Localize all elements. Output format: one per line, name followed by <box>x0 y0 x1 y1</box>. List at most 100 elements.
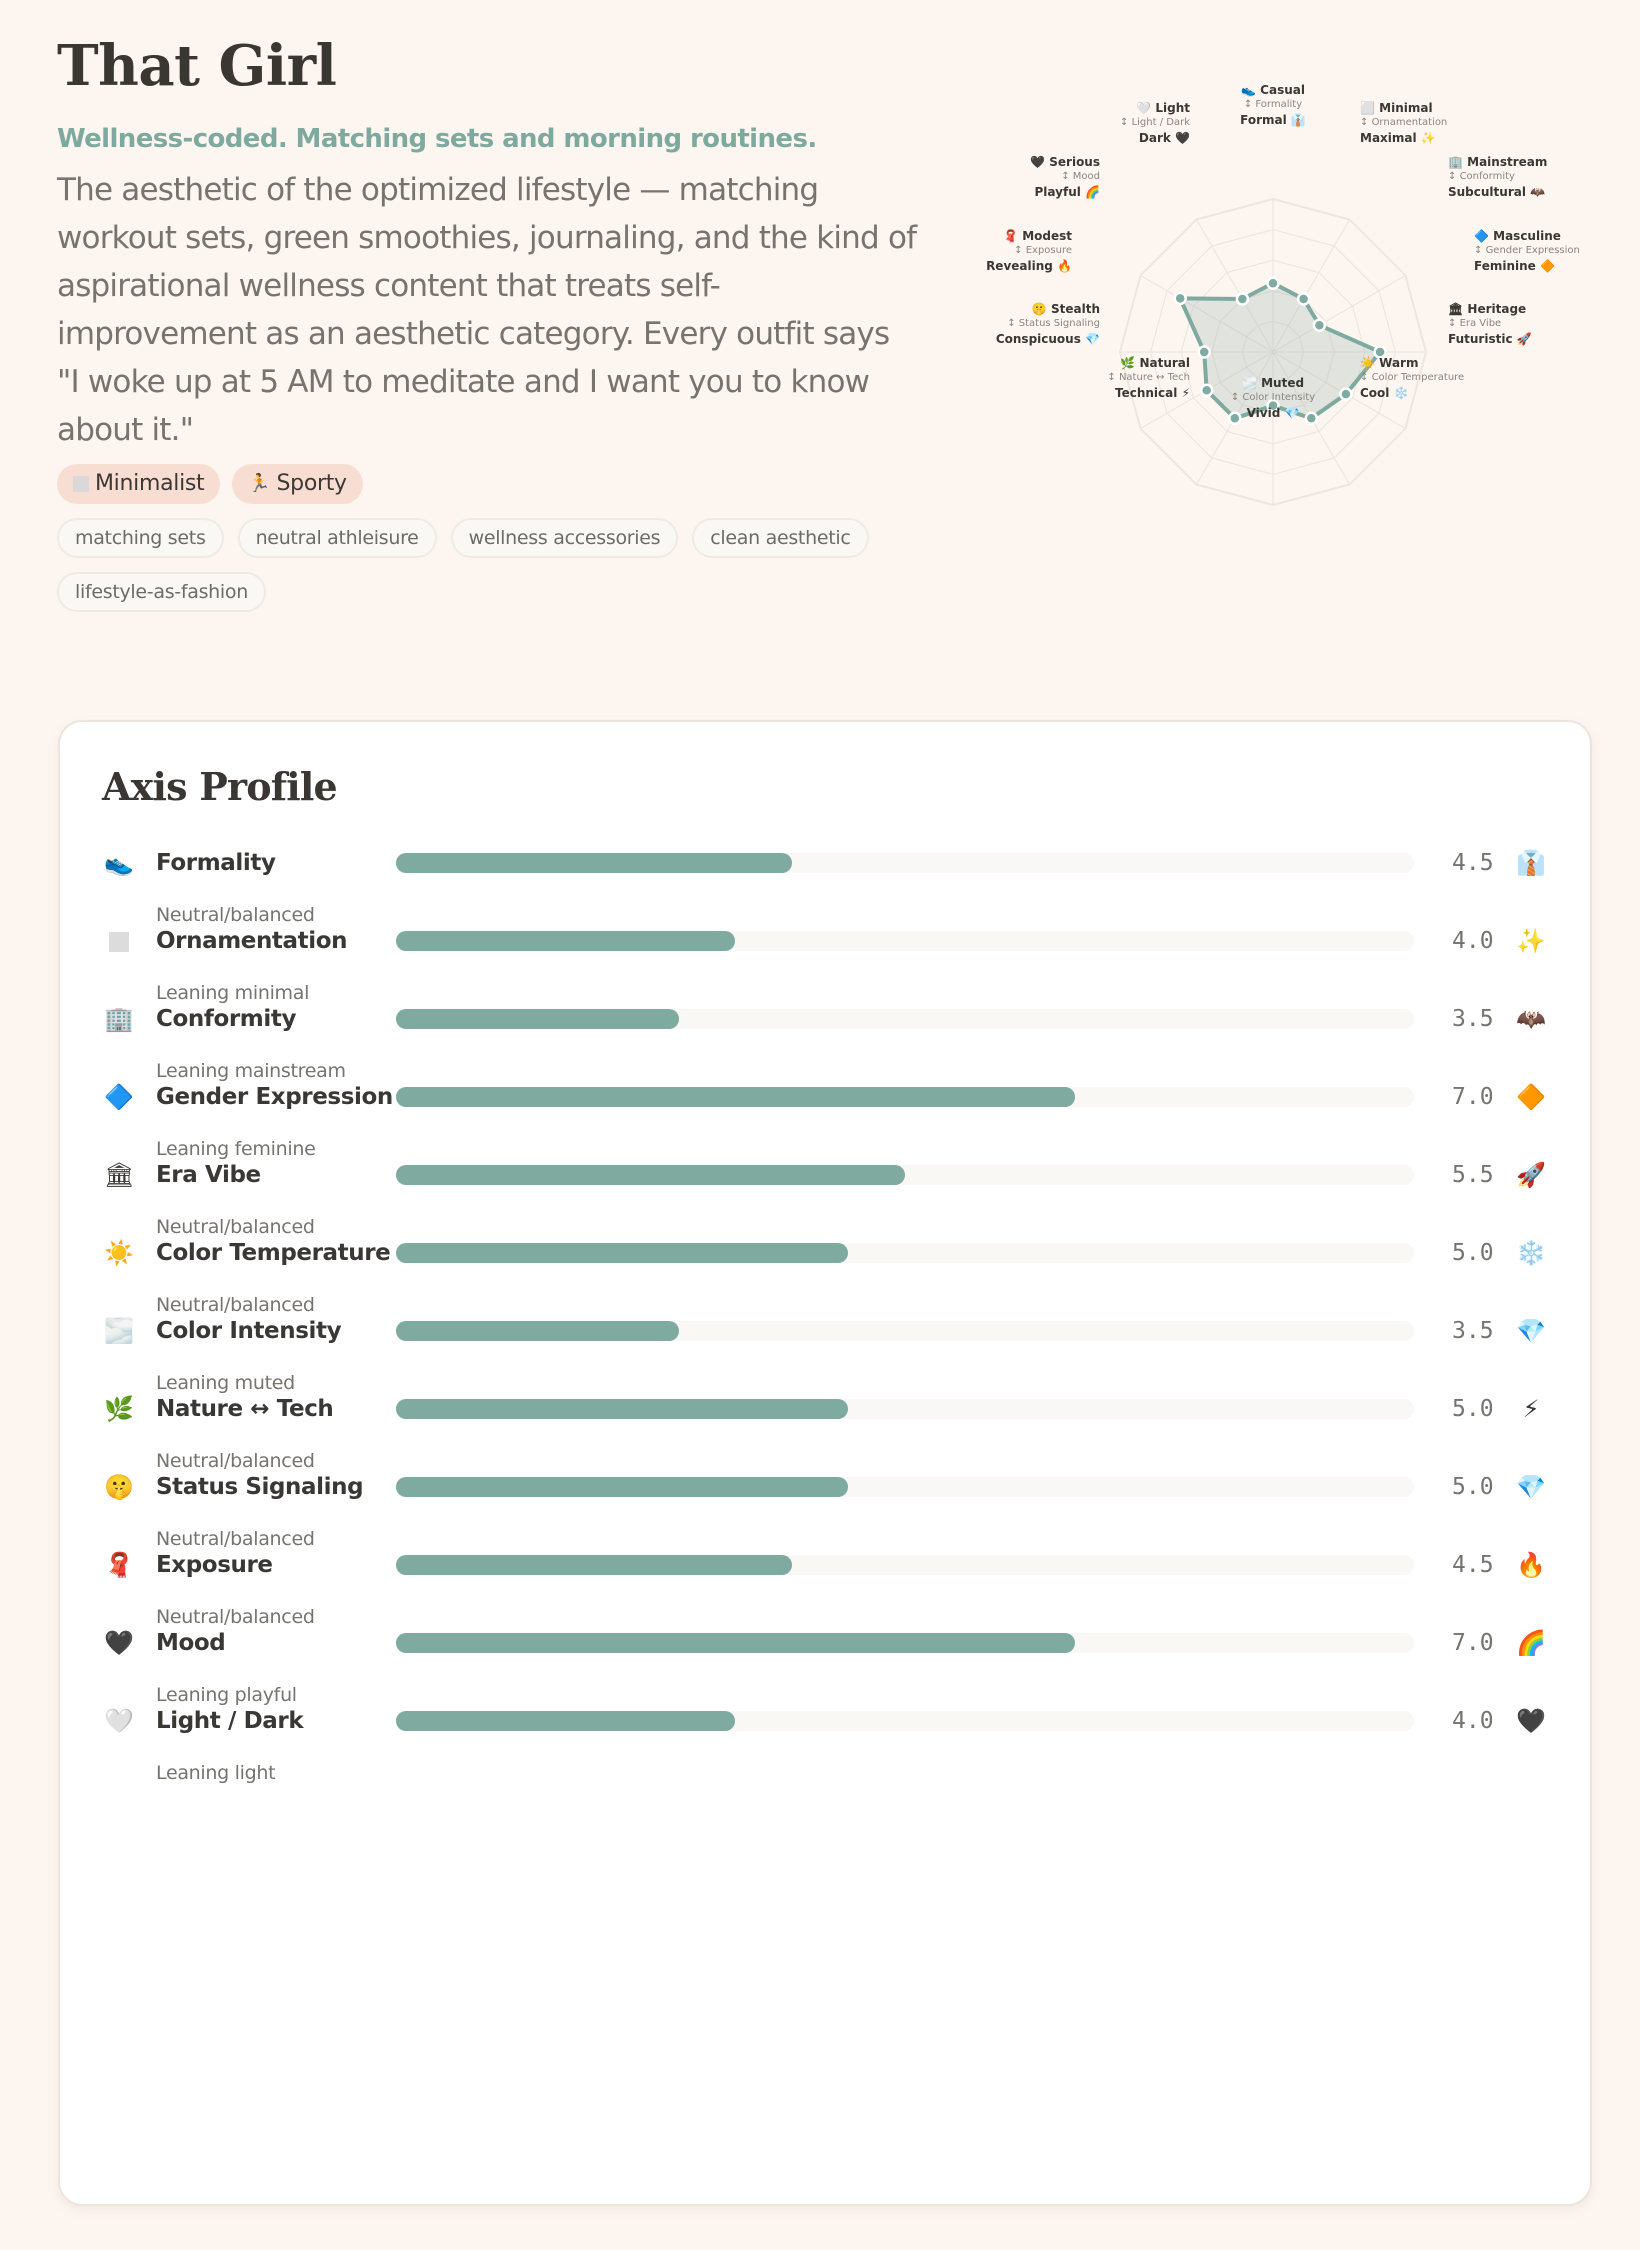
radar-pole-heritage: 🏛 Heritage <box>1448 302 1527 316</box>
axis-lean: Neutral/balanced <box>156 1216 315 1238</box>
pole-icon: ❄️ <box>1393 386 1409 400</box>
tag-chip[interactable]: lifestyle-as-fashion <box>57 572 266 612</box>
radar-pole-futuristic: Futuristic 🚀 <box>1448 332 1532 346</box>
radar-axis-label: 👟 Casual ↕ Formality Formal 👔 <box>1240 82 1306 128</box>
axis-name: Conformity <box>156 1006 297 1032</box>
axis-bar-track <box>396 1243 1414 1263</box>
tag-chip[interactable]: wellness accessories <box>450 518 679 558</box>
radar-axis-label: 🖤 Serious ↕ Mood Playful 🌈 <box>1030 154 1100 200</box>
radar-pole-stealth: 🤫 Stealth <box>1031 302 1100 316</box>
radar-axis-name: ↕ Mood <box>1061 171 1100 182</box>
tag-chip[interactable]: matching sets <box>57 518 224 558</box>
axis-lean: Leaning minimal <box>156 982 310 1004</box>
pole-icon: 🤫 <box>1031 302 1047 316</box>
axis-name: Mood <box>156 1630 226 1656</box>
pole-icon: 🔷 <box>1474 229 1489 243</box>
radar-axis-name: ↕ Conformity <box>1448 171 1515 182</box>
radar-axis-name: ↕ Ornamentation <box>1360 117 1448 128</box>
radar-pole-minimal: ⬜ Minimal <box>1360 101 1433 115</box>
axis-name: Color Intensity <box>156 1318 342 1344</box>
radar-pole-vivid: Vivid 💎 <box>1246 406 1300 420</box>
radar-spoke <box>1272 219 1351 353</box>
axis-lean: Neutral/balanced <box>156 1450 315 1472</box>
fire-icon: 🔥 <box>1516 1551 1546 1579</box>
axis-row: Ornamentation Leaning minimal 4.0 ✨ <box>60 926 1590 1038</box>
axis-row: 🤍 Light / Dark Leaning light 4.0 🖤 <box>60 1706 1590 1818</box>
rainbow-icon: 🌈 <box>1516 1629 1546 1657</box>
parent-style-pill-minimalist[interactable]: Minimalist <box>57 464 221 504</box>
axis-name: Ornamentation <box>156 928 348 954</box>
axis-bar-fill <box>396 1633 1075 1653</box>
radar-axis-label: 🏛 Heritage ↕ Era Vibe Futuristic 🚀 <box>1448 301 1532 347</box>
parent-style-pill-sporty[interactable]: 🏃 Sporty <box>232 464 363 504</box>
axis-value: 5.0 <box>1452 1474 1494 1500</box>
blue-diamond-icon: 🔷 <box>104 1083 134 1111</box>
axis-value: 4.5 <box>1452 1552 1494 1578</box>
axis-value: 5.0 <box>1452 1396 1494 1422</box>
bat-icon: 🦇 <box>1516 1005 1546 1033</box>
axis-lean: Leaning muted <box>156 1372 295 1394</box>
radar-spoke <box>1272 351 1406 430</box>
axis-bar-track <box>396 1087 1414 1107</box>
pill-label: Sporty <box>276 471 348 496</box>
radar-plot <box>1118 197 1428 507</box>
black-heart-icon: 🖤 <box>104 1629 134 1657</box>
pole-icon: 💎 <box>1085 332 1100 346</box>
scarf-icon: 🧣 <box>104 1551 134 1579</box>
axis-lean: Leaning playful <box>156 1684 297 1706</box>
radar-pole-dark: Dark 🖤 <box>1138 131 1190 145</box>
axis-bar-fill <box>396 1165 905 1185</box>
radar-axis-name: ↕ Light / Dark <box>1120 117 1190 128</box>
parent-style-pills: Minimalist 🏃 Sporty <box>57 464 917 504</box>
axis-bar-fill <box>396 1399 849 1419</box>
pole-icon: 👔 <box>1290 113 1306 127</box>
radar-data-point <box>1173 291 1187 306</box>
axis-row: 🏛 Era Vibe Neutral/balanced 5.5 🚀 <box>60 1160 1590 1272</box>
page-title: That Girl <box>57 33 337 99</box>
radar-pole-casual: 👟 Casual <box>1241 83 1305 97</box>
pole-icon: ✨ <box>1420 131 1436 145</box>
radar-pole-subcultural: Subcultural 🦇 <box>1448 185 1546 199</box>
radar-axis-label: 🤍 Light ↕ Light / Dark Dark 🖤 <box>1120 100 1190 146</box>
radar-pole-masculine: 🔷 Masculine <box>1474 229 1561 243</box>
pole-icon: 🌫️ <box>1241 376 1257 390</box>
radar-pole-maximal: Maximal ✨ <box>1360 131 1436 145</box>
axis-lean: Leaning feminine <box>156 1138 316 1160</box>
pole-icon: 🔶 <box>1540 259 1555 273</box>
shushing-face-icon: 🤫 <box>104 1473 134 1501</box>
rocket-icon: 🚀 <box>1516 1161 1546 1189</box>
pole-icon: 🧣 <box>1003 229 1019 243</box>
runner-icon: 🏃 <box>248 473 271 494</box>
radar-pole-feminine: Feminine 🔶 <box>1474 259 1555 273</box>
radar-pole-mainstream: 🏢 Mainstream <box>1448 155 1548 169</box>
axis-value: 4.0 <box>1452 1708 1494 1734</box>
radar-axis-label: 🌿 Natural ↕ Nature ↔ Tech Technical ⚡ <box>1107 355 1190 401</box>
radar-pole-conspicuous: Conspicuous 💎 <box>995 332 1100 346</box>
black-heart-icon: 🖤 <box>1516 1707 1546 1735</box>
radar-data-point <box>1339 387 1353 401</box>
radar-data-point <box>1373 345 1387 359</box>
axis-value: 5.5 <box>1452 1162 1494 1188</box>
axis-bar-fill <box>396 1243 849 1263</box>
pole-icon: ⚡ <box>1181 386 1190 400</box>
radar-pole-formal: Formal 👔 <box>1240 113 1306 127</box>
fog-icon: 🌫️ <box>104 1317 134 1345</box>
axis-bar-track <box>396 853 1414 873</box>
gem-icon: 💎 <box>1516 1473 1546 1501</box>
radar-axis-label: 🌫️ Muted ↕ Color Intensity Vivid 💎 <box>1231 375 1315 421</box>
axis-lean: Leaning light <box>156 1762 276 1784</box>
tag-chip[interactable]: neutral athleisure <box>237 518 437 558</box>
axis-value: 3.5 <box>1452 1006 1494 1032</box>
radar-pole-light: 🤍 Light <box>1136 101 1190 115</box>
radar-spoke <box>1272 274 1406 353</box>
tag-chip[interactable]: clean aesthetic <box>692 518 869 558</box>
radar-axis-name: ↕ Era Vibe <box>1448 318 1502 329</box>
axis-bar-fill <box>396 931 736 951</box>
axis-row: 👟 Formality Neutral/balanced 4.5 👔 <box>60 848 1590 960</box>
pole-icon: ☀️ <box>1360 356 1375 370</box>
radar-pole-warm: ☀️ Warm <box>1360 356 1419 370</box>
radar-pole-natural: 🌿 Natural <box>1120 356 1190 370</box>
radar-axis-label: 🏢 Mainstream ↕ Conformity Subcultural 🦇 <box>1448 154 1547 200</box>
description: The aesthetic of the optimized lifestyle… <box>57 172 917 448</box>
axis-bar-track <box>396 931 1414 951</box>
